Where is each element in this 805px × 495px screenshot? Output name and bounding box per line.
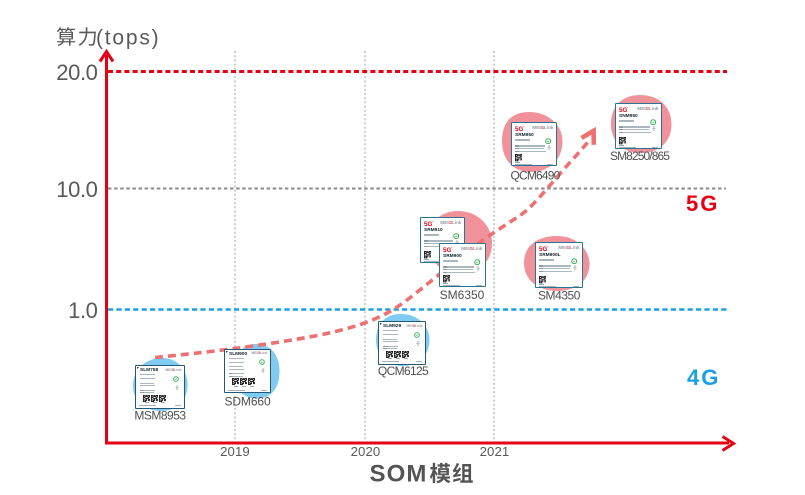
svg-text:MSM8953: MSM8953: [134, 409, 186, 423]
svg-text:4G: 4G: [687, 365, 720, 390]
svg-text:20.0: 20.0: [56, 60, 97, 85]
svg-text:SOM: SOM: [370, 461, 428, 488]
svg-text:SM6350: SM6350: [440, 288, 485, 302]
svg-text:2020: 2020: [351, 444, 381, 459]
svg-text:QCM6490: QCM6490: [510, 169, 560, 183]
svg-text:(tops): (tops): [96, 27, 160, 50]
svg-text:SM4350: SM4350: [538, 289, 581, 303]
svg-text:SDM660: SDM660: [224, 395, 271, 409]
svg-text:2021: 2021: [480, 444, 510, 459]
svg-text:QCM6125: QCM6125: [378, 364, 429, 378]
svg-text:2019: 2019: [220, 444, 250, 459]
svg-text:5G: 5G: [686, 191, 719, 216]
svg-text:SM8250/865: SM8250/865: [610, 149, 670, 163]
svg-text:1.0: 1.0: [68, 298, 98, 323]
svg-text:10.0: 10.0: [56, 177, 97, 202]
